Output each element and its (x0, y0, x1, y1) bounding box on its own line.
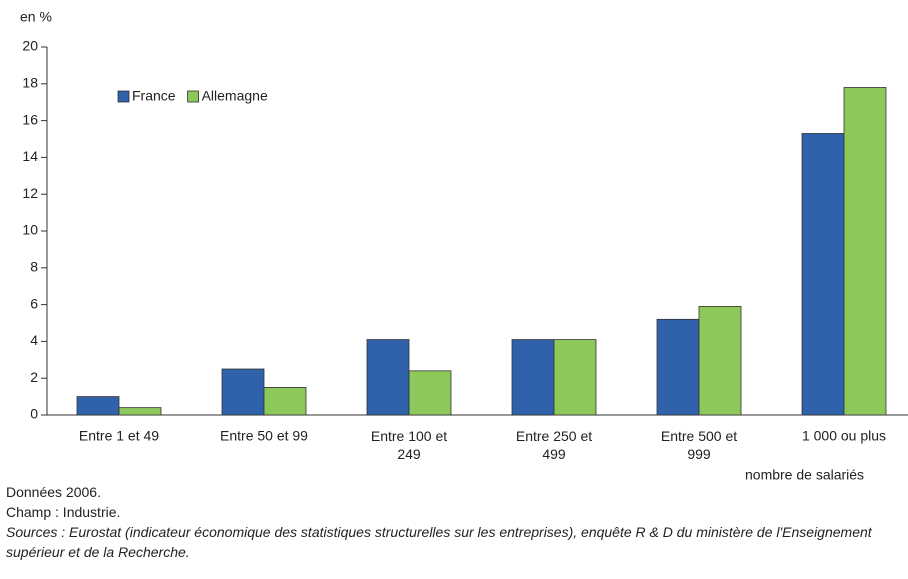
y-tick-label: 14 (22, 148, 38, 164)
legend-label: France (132, 88, 176, 104)
bar (263, 386, 307, 416)
bar (408, 370, 452, 416)
y-tick-label: 4 (30, 332, 38, 348)
x-axis-label: nombre de salariés (745, 467, 864, 480)
y-tick-label: 6 (30, 295, 38, 311)
sources: Sources : Eurostat (indicateur économiqu… (6, 524, 872, 560)
y-tick-label: 2 (30, 369, 38, 385)
legend-swatch (117, 90, 130, 103)
bar (698, 306, 742, 416)
x-tick-label: 1 000 ou plus (802, 428, 886, 444)
x-tick-label: Entre 250 et 499 (516, 428, 592, 462)
bar (656, 318, 700, 416)
bar (843, 87, 887, 416)
note: Données 2006. (6, 484, 101, 500)
y-tick-label: 20 (22, 38, 38, 54)
bar (553, 339, 597, 416)
x-tick-label: Entre 1 et 49 (79, 428, 159, 444)
y-tick-label: 12 (22, 185, 38, 201)
bar (801, 133, 845, 416)
x-tick-label: Entre 50 et 99 (220, 428, 308, 444)
legend-label: Allemagne (202, 88, 268, 104)
bar (76, 396, 120, 416)
legend-swatch (187, 90, 199, 103)
y-axis-label: en % (20, 9, 52, 25)
bar (511, 339, 555, 416)
y-tick-label: 10 (22, 222, 38, 238)
y-tick-label: 0 (30, 406, 38, 422)
note: Champ : Industrie. (6, 504, 121, 520)
x-tick-label: Entre 500 et 999 (661, 428, 737, 462)
bar (118, 407, 162, 416)
y-tick-label: 8 (30, 259, 38, 275)
y-tick-label: 16 (22, 111, 38, 127)
y-tick-label: 18 (22, 75, 38, 91)
bar (221, 368, 265, 416)
chart: en % nombre de salariés 0 2 4 6 8 10 12 14 16 18 2… (20, 9, 908, 480)
bar (366, 339, 410, 416)
x-tick-label: Entre 100 et 249 (371, 428, 447, 462)
